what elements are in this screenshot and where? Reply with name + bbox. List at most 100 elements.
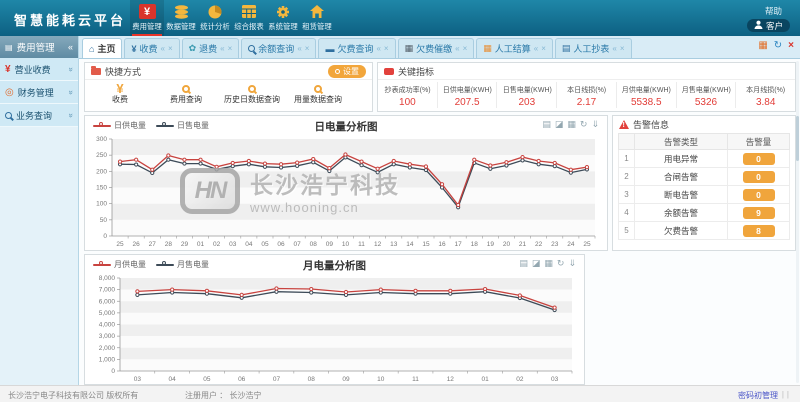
svg-text:12: 12	[447, 376, 455, 383]
tab-collapse-icon[interactable]: «	[376, 44, 381, 53]
tab-collapse-icon[interactable]: «	[455, 44, 460, 53]
table-icon	[242, 3, 256, 20]
sidebar-header: ▤ 费用管理 «	[0, 36, 78, 58]
sidebar-item-finance-management[interactable]: ◎ 财务管理 »	[0, 81, 78, 104]
tab-arrears-collection[interactable]: ▦ 欠费催缴 «×	[397, 38, 475, 58]
help-link[interactable]: 帮助	[764, 6, 782, 16]
quick-access-panel: 快捷方式 设置 ¥ 收费 费用查询 历史日数据查询	[84, 62, 373, 112]
tab-balance-query[interactable]: 余额查询 «×	[241, 38, 317, 58]
tab-close-icon[interactable]: ×	[304, 44, 310, 53]
svg-text:04: 04	[169, 376, 177, 383]
alarm-count-badge[interactable]: 0	[742, 152, 775, 165]
tab-collapse-icon[interactable]: «	[297, 44, 302, 53]
top-header: 智慧能耗云平台 ¥ 费用管理 数据管理 统计分析	[0, 0, 800, 36]
data-view-icon[interactable]: ▤	[542, 119, 551, 129]
bar-chart-icon[interactable]: ▦	[544, 258, 553, 268]
sidebar-collapse-icon[interactable]: «	[67, 42, 73, 52]
legend-daily-supply[interactable]: 日供电量	[93, 120, 146, 131]
tab-collapse-icon[interactable]: «	[612, 44, 617, 53]
svg-text:1,000: 1,000	[99, 356, 116, 363]
legend-monthly-supply[interactable]: 月供电量	[93, 259, 146, 270]
footer-password-link[interactable]: 密码初管理	[738, 391, 778, 400]
scrollbar[interactable]	[796, 61, 799, 383]
settings-button[interactable]: 设置	[328, 64, 366, 78]
bar-chart-icon[interactable]: ▦	[567, 119, 576, 129]
tab-close-icon[interactable]: ×	[619, 44, 625, 53]
nav-item-system-management[interactable]: 系统管理	[266, 0, 300, 36]
kpi-meter-success-rate: 抄表成功率(%) 100	[384, 85, 431, 108]
line-chart-icon[interactable]: ◪	[554, 119, 564, 129]
quick-item-fee-query[interactable]: 费用查询	[153, 82, 219, 104]
tab-manual-settlement[interactable]: ▦ 人工结算 «×	[476, 38, 553, 58]
user-button[interactable]: 客户	[746, 19, 790, 32]
restore-icon[interactable]: ↻	[579, 119, 588, 129]
svg-text:14: 14	[406, 241, 414, 248]
data-view-icon[interactable]: ▤	[519, 258, 528, 268]
svg-text:04: 04	[245, 241, 253, 248]
tab-close-icon[interactable]: ×	[462, 44, 468, 53]
daily-line-chart[interactable]: 0 50 100 150 200 250 300 25 26 27 28 29 01 02 03 04 05 06…	[87, 133, 605, 249]
yen-icon: ¥	[116, 81, 124, 96]
alarm-row[interactable]: 3 断电告警 0	[618, 185, 790, 204]
alarm-row[interactable]: 2 合闸告警 0	[618, 167, 790, 186]
alarm-row[interactable]: 4 余额告警 9	[618, 203, 790, 222]
footer-registered-user: 注册用户 ： 长沙浩宁	[185, 391, 262, 400]
key-indicators-panel: 关键指标 抄表成功率(%) 100 日供电量(KWH) 207.5 日售电量(K…	[377, 62, 796, 112]
svg-text:07: 07	[294, 241, 302, 248]
kpi-daily-sale: 日售电量(KWH) 203	[496, 82, 556, 108]
svg-text:16: 16	[438, 241, 446, 248]
footer: 长沙浩宁电子科技有限公司 版权所有 注册用户 ： 长沙浩宁 密码初管理 ||	[0, 385, 800, 402]
monthly-chart-title: 月电量分析图	[303, 260, 366, 272]
alarm-count-badge[interactable]: 0	[742, 188, 775, 201]
svg-text:17: 17	[455, 241, 463, 248]
tile-view-icon[interactable]: ▦	[758, 40, 768, 51]
yen-icon: ¥	[5, 63, 11, 75]
close-all-icon[interactable]: ×	[788, 40, 794, 51]
restore-icon[interactable]: ↻	[556, 258, 565, 268]
tab-close-icon[interactable]: ×	[227, 44, 233, 53]
home-icon	[310, 3, 324, 20]
tab-arrears-query[interactable]: ▬ 欠费查询 «×	[318, 38, 396, 58]
tab-collapse-icon[interactable]: «	[220, 44, 225, 53]
svg-text:3,000: 3,000	[99, 333, 116, 340]
nav-item-data-management[interactable]: 数据管理	[164, 0, 198, 36]
quick-item-usage-data-query[interactable]: 用量数据查询	[285, 82, 351, 104]
nav-item-reports[interactable]: 综合报表	[232, 0, 266, 36]
alarm-row[interactable]: 5 欠费告警 8	[618, 221, 790, 240]
tab-refund[interactable]: ✿ 退费 «×	[181, 38, 240, 58]
tab-collapse-icon[interactable]: «	[533, 44, 539, 53]
save-image-icon[interactable]: ⇓	[591, 119, 599, 129]
quick-item-charge[interactable]: ¥ 收费	[112, 81, 128, 104]
quick-item-history-daily-data-query[interactable]: 历史日数据查询	[219, 82, 285, 104]
gear-icon	[335, 68, 340, 74]
magnifier-icon	[182, 82, 190, 95]
tab-close-icon[interactable]: ×	[167, 44, 173, 53]
alarm-count-badge[interactable]: 9	[742, 206, 775, 219]
quick-access-items: ¥ 收费 费用查询 历史日数据查询 用量数据查询	[85, 80, 372, 104]
svg-text:07: 07	[273, 376, 281, 383]
nav-item-stats-analysis[interactable]: 统计分析	[198, 0, 232, 36]
save-image-icon[interactable]: ⇓	[568, 258, 576, 268]
alarm-count-badge[interactable]: 8	[742, 224, 775, 237]
refresh-icon[interactable]: ↻	[773, 40, 783, 51]
alarm-row[interactable]: 1 用电异常 0	[618, 149, 790, 168]
tab-manual-meter-reading[interactable]: ▤ 人工抄表 «×	[554, 38, 632, 58]
sidebar-item-business-charge[interactable]: ¥ 营业收费 »	[0, 58, 78, 81]
sidebar-item-business-query[interactable]: 业务查询 »	[0, 104, 78, 127]
monthly-line-chart[interactable]: 0 1,000 2,000 3,000 4,000 5,000 6,000 7,000 8,00…	[87, 272, 582, 384]
alarm-count-badge[interactable]: 0	[742, 170, 775, 183]
legend-monthly-sale[interactable]: 月售电量	[156, 259, 209, 270]
tab-close-icon[interactable]: ×	[383, 44, 389, 53]
refund-icon: ✿	[188, 43, 197, 53]
user-label: 客户	[765, 20, 783, 31]
tab-charge[interactable]: ¥ 收费 «×	[124, 38, 180, 58]
tab-home[interactable]: ⌂ 主页	[82, 38, 123, 58]
line-chart-icon[interactable]: ◪	[531, 258, 541, 268]
tab-close-icon[interactable]: ×	[541, 44, 546, 53]
nav-item-cost-management[interactable]: ¥ 费用管理	[130, 0, 164, 36]
legend-daily-sale[interactable]: 日售电量	[156, 120, 209, 131]
tab-collapse-icon[interactable]: «	[160, 44, 165, 53]
alarm-col-count: 告警量	[727, 133, 790, 150]
scrollbar-thumb[interactable]	[796, 116, 799, 161]
nav-item-lease-management[interactable]: 租赁管理	[300, 0, 334, 36]
